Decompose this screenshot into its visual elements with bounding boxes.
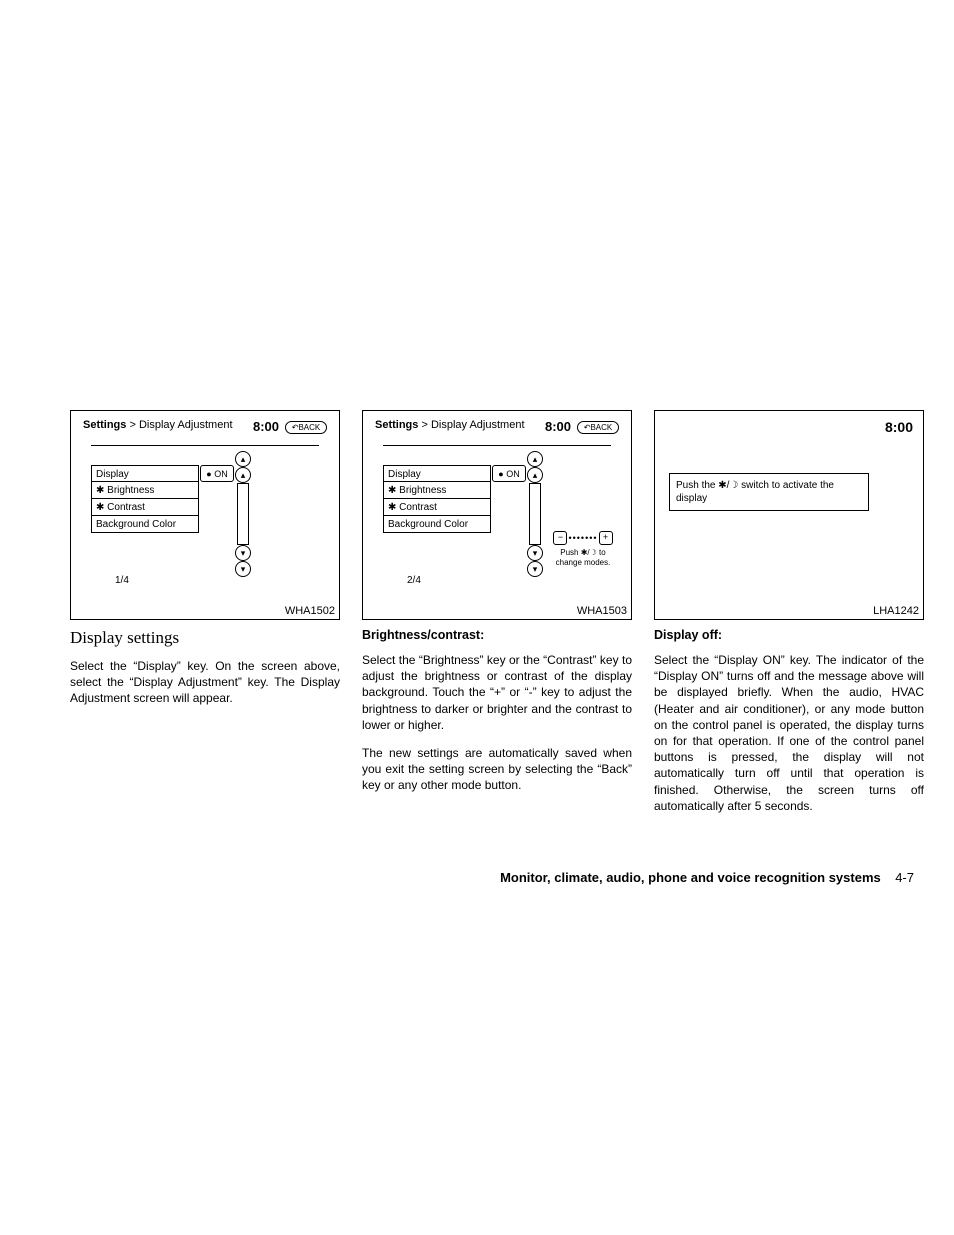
breadcrumb-display-adjustment: Display Adjustment: [431, 419, 525, 431]
figure-id: WHA1502: [285, 605, 335, 617]
clock: 8:00: [253, 419, 279, 434]
on-indicator: ● ON: [492, 465, 526, 482]
footer-page-number: 4-7: [895, 870, 914, 885]
scroll-bottom-icon[interactable]: ▾: [235, 561, 251, 577]
clock: 8:00: [545, 419, 571, 434]
scroll-up-icon[interactable]: ▴: [527, 467, 543, 483]
settings-menu: Display ● ON ✱ Brightness ✱ Contrast Bac…: [91, 465, 199, 533]
column-2: Settings > Display Adjustment 8:00 ↶BACK…: [362, 410, 632, 826]
menu-item-bg-color[interactable]: Background Color: [91, 516, 199, 533]
body-text: Select the “Display ON” key. The indicat…: [654, 652, 924, 814]
menu-item-brightness[interactable]: ✱ Brightness: [91, 482, 199, 499]
screen-mock-2: Settings > Display Adjustment 8:00 ↶BACK…: [375, 419, 619, 589]
pager: 1/4: [115, 575, 129, 586]
manual-page: Settings > Display Adjustment 8:00 ↶BACK…: [0, 0, 954, 1235]
heading-brightness-contrast: Brightness/contrast:: [362, 628, 632, 642]
minus-button[interactable]: −: [553, 531, 567, 545]
screen-header: Settings > Display Adjustment 8:00 ↶BACK: [83, 419, 327, 439]
scroll-top-icon[interactable]: ▴: [235, 451, 251, 467]
on-indicator: ● ON: [200, 465, 234, 482]
slider-dots: •••••••: [568, 533, 597, 543]
figure-id: WHA1503: [577, 605, 627, 617]
scroll-top-icon[interactable]: ▴: [527, 451, 543, 467]
menu-item-contrast[interactable]: ✱ Contrast: [383, 499, 491, 516]
breadcrumb-display-adjustment: Display Adjustment: [139, 419, 233, 431]
divider: [383, 445, 611, 446]
footer-section-title: Monitor, climate, audio, phone and voice…: [500, 870, 881, 885]
breadcrumb-settings: Settings: [83, 419, 126, 431]
scroll-track: [237, 483, 249, 545]
menu-item-display[interactable]: Display ● ON: [383, 465, 491, 482]
body-text: The new settings are automatically saved…: [362, 745, 632, 794]
screen-header: Settings > Display Adjustment 8:00 ↶BACK: [375, 419, 619, 439]
divider: [91, 445, 319, 446]
clock: 8:00: [885, 419, 913, 435]
brightness-slider[interactable]: − ••••••• +: [549, 531, 617, 545]
scroll-track: [529, 483, 541, 545]
back-button[interactable]: ↶BACK: [577, 421, 619, 434]
menu-label: Display: [96, 469, 129, 480]
figure-lha1242: 8:00 Push the ✱/☽ switch to activate the…: [654, 410, 924, 620]
scroll-up-icon[interactable]: ▴: [235, 467, 251, 483]
heading-display-off: Display off:: [654, 628, 924, 642]
figure-wha1502: Settings > Display Adjustment 8:00 ↶BACK…: [70, 410, 340, 620]
pager: 2/4: [407, 575, 421, 586]
heading-display-settings: Display settings: [70, 628, 340, 648]
mode-caption: Push ✱/☽ to change modes.: [549, 548, 617, 567]
three-columns: Settings > Display Adjustment 8:00 ↶BACK…: [70, 410, 914, 826]
column-1: Settings > Display Adjustment 8:00 ↶BACK…: [70, 410, 340, 826]
scroll-column: ▴ ▴ ▾ ▾: [527, 451, 543, 571]
screen-mock-1: Settings > Display Adjustment 8:00 ↶BACK…: [83, 419, 327, 589]
column-3: 8:00 Push the ✱/☽ switch to activate the…: [654, 410, 924, 826]
scroll-down-icon[interactable]: ▾: [527, 545, 543, 561]
menu-item-contrast[interactable]: ✱ Contrast: [91, 499, 199, 516]
back-button[interactable]: ↶BACK: [285, 421, 327, 434]
menu-item-display[interactable]: Display ● ON: [91, 465, 199, 482]
settings-menu: Display ● ON ✱ Brightness ✱ Contrast Bac…: [383, 465, 491, 533]
body-text: Select the “Brightness” key or the “Cont…: [362, 652, 632, 733]
figure-id: LHA1242: [873, 605, 919, 617]
activate-message-box: Push the ✱/☽ switch to activate the disp…: [669, 473, 869, 511]
page-footer: Monitor, climate, audio, phone and voice…: [500, 870, 914, 885]
scroll-down-icon[interactable]: ▾: [235, 545, 251, 561]
figure-wha1503: Settings > Display Adjustment 8:00 ↶BACK…: [362, 410, 632, 620]
menu-label: Display: [388, 469, 421, 480]
brightness-panel: − ••••••• + Push ✱/☽ to change modes.: [549, 531, 617, 567]
menu-item-bg-color[interactable]: Background Color: [383, 516, 491, 533]
scroll-column: ▴ ▴ ▾ ▾: [235, 451, 251, 571]
menu-item-brightness[interactable]: ✱ Brightness: [383, 482, 491, 499]
plus-button[interactable]: +: [599, 531, 613, 545]
body-text: Select the “Display” key. On the screen …: [70, 658, 340, 707]
scroll-bottom-icon[interactable]: ▾: [527, 561, 543, 577]
breadcrumb-settings: Settings: [375, 419, 418, 431]
